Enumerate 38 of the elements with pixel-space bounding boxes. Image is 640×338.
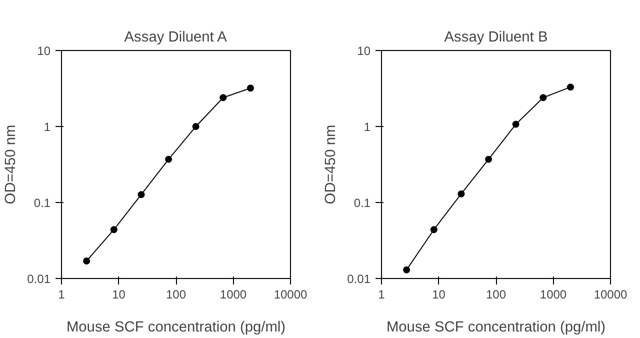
x-tick-label: 10	[432, 288, 446, 302]
y-tick-label: 0.1	[34, 196, 51, 210]
y-tick-label: 0.01	[347, 272, 371, 286]
x-tick-label: 10000	[594, 288, 628, 302]
y-tick-label: 0.01	[27, 272, 51, 286]
point	[220, 94, 227, 102]
x-tick-label: 100	[486, 288, 506, 302]
x-axis-title: Mouse SCF concentration (pg/ml)	[386, 320, 606, 336]
x-tick-label: 1000	[540, 288, 567, 302]
x-tick-label: 1	[378, 288, 386, 302]
point	[138, 191, 145, 198]
point	[165, 156, 172, 163]
point	[403, 266, 410, 274]
point	[458, 190, 465, 198]
y-tick-label: 0.1	[354, 196, 371, 210]
point	[83, 257, 90, 264]
point	[430, 226, 438, 234]
x-tick-label: 100	[166, 288, 186, 302]
x-tick-label: 10	[112, 288, 126, 302]
y-tick-label: 1	[44, 120, 51, 134]
y-tick-label: 10	[357, 44, 371, 58]
y-axis-title: OD=450 nm	[323, 124, 340, 204]
chart-title: Assay Diluent A	[124, 30, 228, 46]
point	[192, 123, 200, 130]
x-axis-title: Mouse SCF concentration (pg/ml)	[66, 320, 286, 336]
point	[512, 120, 520, 128]
point	[540, 94, 547, 102]
point	[485, 156, 492, 163]
x-tick-label: 1000	[220, 288, 247, 302]
point	[566, 84, 574, 91]
point	[246, 84, 254, 92]
y-tick-label: 10	[37, 44, 51, 58]
x-tick-label: 10000	[274, 288, 308, 302]
y-tick-label: 1	[364, 120, 371, 134]
chart-title: Assay Diluent B	[444, 30, 548, 46]
x-tick-label: 1	[58, 288, 66, 302]
point	[110, 226, 118, 234]
y-axis-title: OD=450 nm	[3, 124, 20, 204]
